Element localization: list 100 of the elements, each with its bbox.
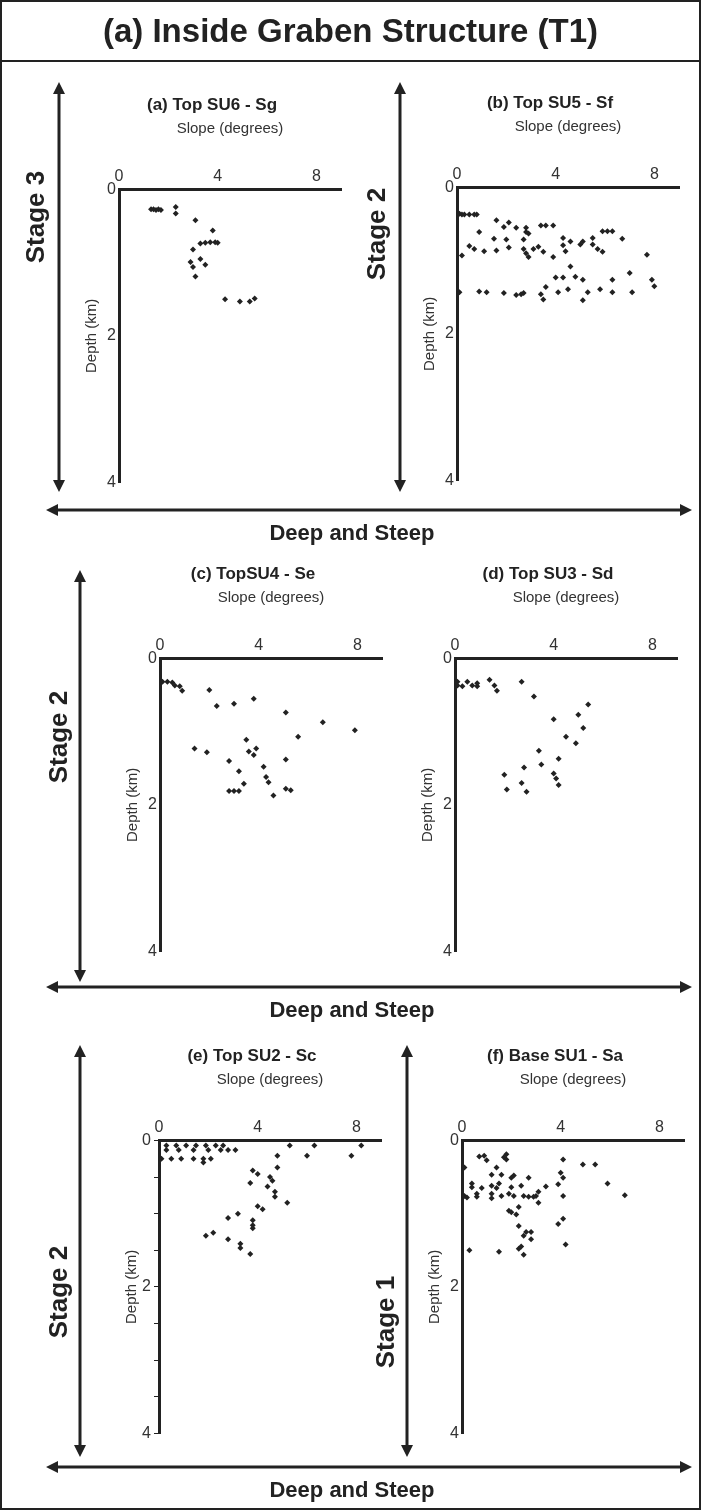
point <box>237 1245 244 1252</box>
point <box>503 786 510 793</box>
x-tick-label: 8 <box>311 167 321 185</box>
point <box>249 1167 256 1174</box>
y-tick-label: 2 <box>107 326 117 344</box>
point <box>251 295 258 302</box>
text: Deep and Steep <box>269 520 435 546</box>
point <box>178 1155 185 1162</box>
point <box>240 780 247 787</box>
point <box>491 682 498 689</box>
point <box>469 682 476 689</box>
point <box>267 1174 273 1181</box>
point <box>202 239 209 246</box>
y-tick-label: 4 <box>450 1423 460 1441</box>
point <box>243 736 250 743</box>
point <box>210 1229 217 1236</box>
chart-title: (a) Top SU6 - Sg <box>146 94 278 114</box>
x-axis-title: Slope (degrees) <box>176 118 284 136</box>
point <box>190 1146 197 1153</box>
y-tick-label: 4 <box>445 470 455 488</box>
point <box>535 747 542 754</box>
point <box>231 787 237 794</box>
point <box>270 792 277 799</box>
point <box>286 1142 293 1149</box>
point <box>202 1232 209 1239</box>
point <box>269 1177 276 1184</box>
point <box>304 1152 310 1159</box>
point <box>200 1159 207 1166</box>
point <box>213 703 220 710</box>
point <box>202 261 209 268</box>
point <box>191 745 198 752</box>
point <box>207 239 214 246</box>
point <box>348 1152 355 1159</box>
point <box>225 1215 232 1222</box>
x-tick-label: 4 <box>253 1118 263 1136</box>
text: Stage 2 <box>360 187 392 281</box>
point <box>163 1146 170 1153</box>
point <box>351 727 358 734</box>
point <box>172 203 179 210</box>
point <box>231 700 237 707</box>
text: (a) Inside Graben Structure (T1) <box>2 2 699 62</box>
point <box>555 782 562 789</box>
point <box>486 676 493 683</box>
point <box>550 716 557 723</box>
point <box>217 1146 224 1153</box>
x-tick-label: 4 <box>551 165 561 183</box>
point <box>319 719 326 726</box>
y-tick-label: 4 <box>443 941 453 959</box>
point <box>265 779 272 786</box>
point <box>287 787 294 794</box>
point <box>245 748 252 755</box>
x-tick-label: 8 <box>351 1118 361 1136</box>
point <box>253 745 260 752</box>
point <box>518 779 525 786</box>
point <box>250 695 257 702</box>
x-tick-label: 8 <box>654 1118 664 1136</box>
x-axis-title: Slope (degrees) <box>514 116 622 134</box>
point <box>563 733 569 740</box>
x-tick-label: 8 <box>647 636 657 654</box>
chart-title: (f) Base SU1 - Sa <box>486 1045 624 1065</box>
point <box>274 1152 281 1159</box>
point <box>518 678 525 685</box>
point <box>202 1142 209 1149</box>
point <box>260 763 267 770</box>
x-tick-label: 4 <box>556 1118 566 1136</box>
point <box>220 1142 227 1149</box>
point <box>232 1146 239 1153</box>
point <box>580 724 587 731</box>
point <box>171 682 178 689</box>
point <box>530 693 537 700</box>
point <box>183 1142 190 1149</box>
point <box>501 771 508 778</box>
y-tick-label: 4 <box>107 472 117 490</box>
point <box>206 686 213 693</box>
y-tick-label: 2 <box>148 795 158 813</box>
text: Stage 2 <box>42 1245 74 1339</box>
x-tick-label: 4 <box>254 636 264 654</box>
point <box>235 768 242 775</box>
point <box>209 227 216 234</box>
annotation: Stage 1 <box>369 1275 401 1369</box>
point <box>225 1236 232 1243</box>
point <box>553 775 560 782</box>
y-axis-title: Depth (km) <box>420 296 438 371</box>
y-axis-title: Depth (km) <box>82 298 100 373</box>
point <box>247 1179 254 1186</box>
point <box>264 1183 271 1190</box>
point <box>464 678 471 685</box>
text: Deep and Steep <box>269 1477 435 1503</box>
y-tick-label: 0 <box>142 1130 152 1148</box>
point <box>550 770 557 777</box>
point <box>169 679 176 686</box>
point <box>190 264 196 271</box>
x-tick-label: 4 <box>213 167 223 185</box>
point <box>164 678 171 685</box>
y-tick-label: 2 <box>142 1277 152 1295</box>
text: Stage 2 <box>42 690 74 784</box>
point <box>168 1155 175 1162</box>
y-axis-title: Depth (km) <box>425 1249 443 1324</box>
point <box>235 787 242 794</box>
point <box>271 1193 278 1200</box>
